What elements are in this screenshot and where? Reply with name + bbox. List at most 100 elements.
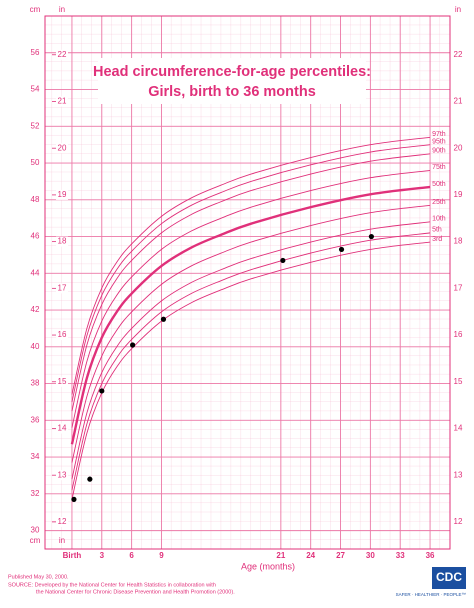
- label-bg: [452, 236, 464, 247]
- label-bg: [56, 283, 68, 294]
- label-bg: [56, 516, 68, 527]
- y2-tick-label: 12: [454, 517, 463, 526]
- curve-label: 95th: [432, 138, 446, 145]
- y-tick-label: 40: [31, 342, 40, 351]
- measurement-point: [160, 316, 167, 322]
- y-tick-label: 42: [31, 305, 40, 314]
- y2-axis-label: in: [59, 5, 65, 14]
- x-tick-label: 27: [336, 551, 345, 560]
- percentile-curve: [71, 204, 431, 463]
- x-tick-label: 24: [306, 551, 315, 560]
- y-tick-label: 30: [31, 526, 40, 535]
- y2-tick-label: 15: [454, 377, 463, 386]
- curve-label: 5th: [432, 227, 442, 234]
- percentile-curve: [71, 144, 431, 403]
- y-axis-label: cm: [30, 536, 41, 545]
- y2-tick-label: 14: [58, 424, 67, 433]
- minor-grid: [45, 16, 450, 549]
- label-bg: [56, 330, 68, 341]
- y2-tick-label: 16: [58, 330, 67, 339]
- x-tick-label: 36: [426, 551, 435, 560]
- curve-label: 50th: [432, 181, 446, 188]
- y-tick-label: 48: [31, 195, 40, 204]
- plot-frame: [44, 15, 451, 550]
- curve-label: 75th: [432, 164, 446, 171]
- percentile-curve: [71, 136, 431, 395]
- y2-tick-label: 19: [454, 190, 463, 199]
- title-box: [98, 58, 366, 104]
- y2-tick-label: 18: [454, 237, 463, 246]
- label-bg: [452, 49, 464, 60]
- y2-tick-label: 16: [454, 330, 463, 339]
- percentile-curve: [70, 185, 431, 445]
- curve-label: 3rd: [432, 236, 442, 243]
- y-tick-label: 44: [31, 268, 40, 277]
- measurement-point: [130, 342, 136, 348]
- y-tick-label: 56: [31, 48, 40, 57]
- chart-title: Head circumference-for-age percentiles:: [93, 64, 371, 80]
- tagline: SAFER · HEALTHIER · PEOPLE™: [396, 592, 466, 597]
- y-tick-label: 34: [31, 452, 40, 461]
- chart-subtitle: Girls, birth to 36 months: [148, 84, 316, 100]
- x-tick-label: 33: [396, 551, 405, 560]
- y2-tick-label: 14: [454, 424, 463, 433]
- label-bg: [56, 236, 68, 247]
- percentile-curve: [71, 221, 431, 480]
- label-bg: [452, 96, 464, 107]
- y2-tick-label: 21: [454, 97, 463, 106]
- y2-tick-label: 20: [58, 143, 67, 152]
- measurement-point: [87, 476, 93, 482]
- note: SOURCE: Developed by the National Center…: [8, 582, 216, 588]
- x-tick-label: 3: [100, 551, 105, 560]
- y-tick-label: 38: [31, 379, 40, 388]
- x-axis-label: Age (months): [241, 561, 295, 571]
- label-bg: [452, 423, 464, 434]
- label-bg: [452, 516, 464, 527]
- label-bg: [56, 143, 68, 154]
- label-bg: [56, 376, 68, 387]
- percentile-curve: [71, 169, 431, 428]
- label-bg: [56, 49, 68, 60]
- percentile-curve: [71, 232, 431, 491]
- curve-label: 25th: [432, 199, 446, 206]
- measurement-point: [280, 257, 286, 264]
- curve-label: 10th: [432, 216, 446, 223]
- y-tick-label: 54: [31, 85, 40, 94]
- label-bg: [452, 330, 464, 341]
- curve-label: 97th: [432, 131, 446, 138]
- y2-tick-label: 13: [454, 470, 463, 479]
- note: the National Center for Chronic Disease …: [36, 589, 235, 595]
- y2-tick-label: 22: [58, 50, 67, 59]
- label-bg: [452, 283, 464, 294]
- label-bg: [56, 470, 68, 481]
- measurement-point: [368, 233, 374, 240]
- label-bg: [56, 423, 68, 434]
- y2-tick-label: 12: [58, 517, 67, 526]
- x-tick-label: 6: [129, 551, 134, 560]
- y2-tick-label: 17: [454, 283, 463, 292]
- y-tick-label: 50: [31, 158, 40, 167]
- y2-axis-label: in: [455, 5, 461, 14]
- y-tick-label: 32: [31, 489, 40, 498]
- logo-box: [432, 567, 466, 589]
- y2-tick-label: 20: [454, 143, 463, 152]
- measurement-point: [338, 246, 345, 253]
- percentile-curve: [71, 241, 431, 500]
- percentile-curve: [71, 153, 431, 412]
- y2-tick-label: 18: [58, 237, 67, 246]
- y2-tick-label: 21: [58, 97, 67, 106]
- logo: CDC: [436, 570, 462, 584]
- y2-tick-label: 17: [58, 283, 67, 292]
- measurement-point: [71, 496, 77, 502]
- y-tick-label: 46: [31, 232, 40, 241]
- label-bg: [452, 143, 464, 154]
- y-tick-label: 52: [31, 121, 40, 130]
- label-bg: [452, 376, 464, 387]
- label-bg: [56, 189, 68, 200]
- y2-tick-label: 15: [58, 377, 67, 386]
- x-tick-label: 30: [366, 551, 375, 560]
- y-axis-label: cm: [30, 5, 41, 14]
- measurement-point: [99, 388, 105, 394]
- y2-tick-label: 22: [454, 50, 463, 59]
